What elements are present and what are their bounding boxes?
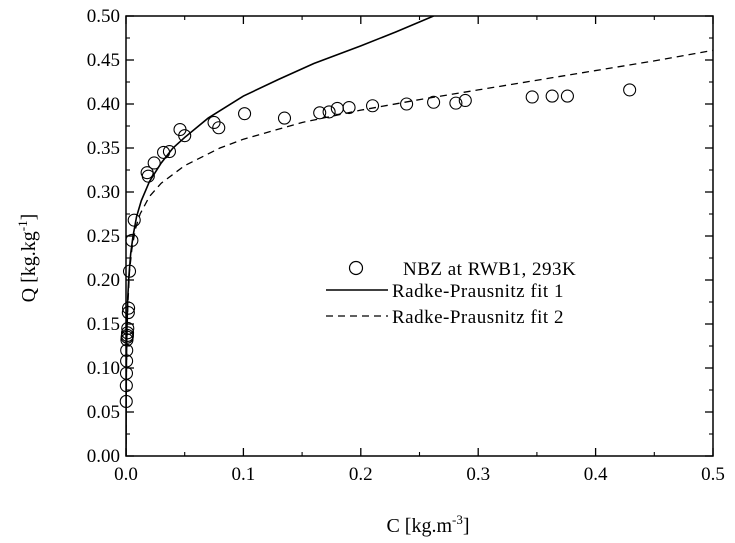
data-point: [162, 144, 176, 159]
plot-frame: [125, 15, 714, 457]
data-point: [342, 100, 356, 115]
data-point: [207, 115, 221, 130]
x-tick-label: 0.1: [232, 464, 256, 485]
data-point: [277, 111, 292, 125]
y-tick-label: 0.20: [87, 270, 120, 291]
y-axis-title: Q [kg.kg-1]: [15, 214, 40, 303]
fit1-solid-line: [126, 16, 434, 456]
y-tick-label: 0.40: [87, 94, 120, 115]
x-tick-label: 0.0: [114, 464, 138, 485]
y-tick-label: 0.25: [87, 226, 120, 247]
data-point: [458, 93, 472, 108]
data-point: [147, 156, 161, 170]
y-tick-label: 0.10: [87, 358, 120, 379]
data-point: [545, 89, 559, 103]
y-tick-label: 0.50: [87, 6, 120, 27]
x-tick-label: 0.5: [701, 464, 725, 485]
y-tick-label: 0.00: [87, 446, 120, 467]
data-point: [212, 121, 226, 135]
legend: NBZ at RWB1, 293K Radke-Prausnitz fit 1 …: [326, 259, 576, 328]
y-tick-label: 0.30: [87, 182, 120, 203]
y-tick-label: 0.35: [87, 138, 120, 159]
plot-area: [119, 15, 714, 457]
legend-label-fit2: Radke-Prausnitz fit 2: [392, 307, 564, 328]
x-tick-label: 0.4: [584, 464, 608, 485]
legend-label-observed: NBZ at RWB1, 293K: [403, 259, 576, 280]
y-tick-label: 0.45: [87, 50, 120, 71]
data-point: [330, 101, 344, 115]
data-point: [178, 129, 192, 143]
data-point: [238, 107, 252, 121]
y-tick-label: 0.15: [87, 314, 120, 335]
data-point: [449, 96, 463, 110]
data-point: [365, 99, 380, 113]
data-point: [525, 90, 539, 104]
legend-label-fit1: Radke-Prausnitz fit 1: [392, 281, 564, 302]
tick-labels: 0.0 0.1 0.2 0.3 0.4 0.5 0.00 0.05 0.10 0.15 0.20 0.…: [87, 6, 725, 485]
x-axis-title: C [kg.m-3]: [386, 512, 469, 537]
legend-marker-circle: [348, 260, 364, 276]
data-point: [623, 83, 637, 97]
data-point: [127, 213, 141, 227]
data-point: [427, 95, 441, 109]
fit2-dashed-line: [126, 49, 713, 456]
x-tick-label: 0.3: [466, 464, 490, 485]
axis-ticks: [125, 15, 714, 457]
y-tick-label: 0.05: [87, 402, 120, 423]
data-point: [313, 106, 327, 120]
data-point: [400, 97, 414, 111]
x-tick-label: 0.2: [349, 464, 373, 485]
data-point: [560, 89, 574, 103]
data-point: [322, 105, 336, 119]
